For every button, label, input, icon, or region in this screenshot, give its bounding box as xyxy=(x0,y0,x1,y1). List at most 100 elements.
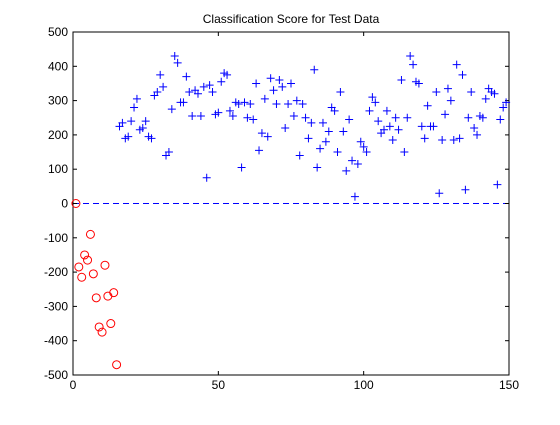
plus-marker xyxy=(478,113,487,122)
plus-marker xyxy=(417,122,426,131)
plus-marker xyxy=(449,136,458,145)
circle-marker xyxy=(106,319,116,329)
circle-marker xyxy=(88,269,98,279)
circle-marker xyxy=(74,262,84,272)
plus-marker xyxy=(333,148,342,157)
plus-marker xyxy=(461,185,470,194)
plus-marker xyxy=(423,101,432,110)
plus-marker xyxy=(342,166,351,175)
plus-marker xyxy=(414,79,423,88)
plus-marker xyxy=(141,117,150,126)
plus-marker xyxy=(388,136,397,145)
circle-marker xyxy=(94,322,104,332)
plus-marker xyxy=(237,163,246,172)
plus-marker xyxy=(243,113,252,122)
plus-marker xyxy=(304,134,313,143)
plus-marker xyxy=(228,112,237,121)
plus-marker xyxy=(272,100,281,109)
plus-marker xyxy=(318,118,327,127)
plus-marker xyxy=(313,163,322,172)
circle-marker xyxy=(112,360,122,370)
plus-marker xyxy=(153,88,162,97)
plus-marker xyxy=(365,106,374,115)
plus-marker xyxy=(167,105,176,114)
x-tick-label: 100 xyxy=(354,378,374,392)
plus-marker xyxy=(374,117,383,126)
plus-marker xyxy=(391,113,400,122)
plus-marker xyxy=(301,113,310,122)
plus-marker xyxy=(493,180,502,189)
plus-marker xyxy=(385,122,394,131)
plus-marker xyxy=(185,88,194,97)
plus-marker xyxy=(164,148,173,157)
plus-marker xyxy=(400,148,409,157)
y-tick-label: -300 xyxy=(44,299,68,313)
plus-marker xyxy=(295,151,304,160)
x-tick-label: 150 xyxy=(499,378,519,392)
plus-marker xyxy=(260,94,269,103)
plus-marker xyxy=(429,122,438,131)
x-tick-label: 0 xyxy=(70,378,77,392)
plus-marker xyxy=(435,189,444,198)
plus-marker xyxy=(284,100,293,109)
plus-marker xyxy=(496,115,505,124)
plus-marker xyxy=(420,134,429,143)
plus-marker xyxy=(397,76,406,85)
plus-marker xyxy=(252,79,261,88)
plus-marker xyxy=(138,124,147,133)
plus-marker xyxy=(464,113,473,122)
plus-marker xyxy=(359,142,368,151)
y-tick-label: 0 xyxy=(61,197,68,211)
plus-marker xyxy=(147,134,156,143)
plus-marker xyxy=(205,81,214,90)
plus-marker xyxy=(287,79,295,88)
plus-marker xyxy=(316,144,325,153)
plus-marker xyxy=(382,106,391,115)
plus-marker xyxy=(170,52,179,61)
circle-marker xyxy=(77,272,87,282)
plus-marker xyxy=(458,70,467,79)
y-tick-label: -400 xyxy=(44,334,68,348)
circle-marker xyxy=(109,288,119,298)
plus-marker xyxy=(179,98,188,107)
plus-marker xyxy=(362,148,371,157)
circle-marker xyxy=(71,199,81,208)
plus-marker xyxy=(432,88,441,97)
y-tick-label: 300 xyxy=(48,94,68,108)
plus-marker xyxy=(470,124,479,133)
plus-marker xyxy=(225,106,234,115)
plus-marker xyxy=(202,173,211,182)
plus-marker xyxy=(223,70,232,79)
plus-marker xyxy=(394,125,403,134)
plus-marker xyxy=(240,98,249,107)
plus-marker xyxy=(455,134,464,143)
circle-marker xyxy=(97,327,107,337)
circle-marker xyxy=(85,229,95,239)
plus-marker xyxy=(409,60,418,69)
plus-marker xyxy=(406,52,415,61)
plus-marker xyxy=(310,65,319,74)
plus-marker xyxy=(132,94,141,103)
y-tick-label: 400 xyxy=(48,59,68,73)
data-markers-group xyxy=(71,52,511,370)
circle-marker xyxy=(100,260,110,270)
plus-marker xyxy=(371,98,380,107)
circle-marker xyxy=(83,255,93,265)
plus-marker xyxy=(348,156,357,165)
circle-marker xyxy=(80,250,90,260)
plus-marker xyxy=(127,117,136,126)
plus-marker xyxy=(124,132,133,141)
plus-marker xyxy=(208,88,217,97)
plus-marker xyxy=(446,96,455,105)
plus-marker xyxy=(324,127,333,136)
y-tick-label: -100 xyxy=(44,231,68,245)
plus-marker xyxy=(255,146,264,155)
y-tick-label: 100 xyxy=(48,162,68,176)
plus-marker xyxy=(356,137,365,146)
plus-marker xyxy=(182,72,191,81)
plus-marker xyxy=(336,88,345,97)
tick-labels-group: 0 50 100 150 -500 -400 -300 -200 -100 0 100 200 300 4… xyxy=(44,25,519,392)
chart-title: Classification Score for Test Data xyxy=(203,12,380,26)
plus-marker xyxy=(246,100,255,109)
